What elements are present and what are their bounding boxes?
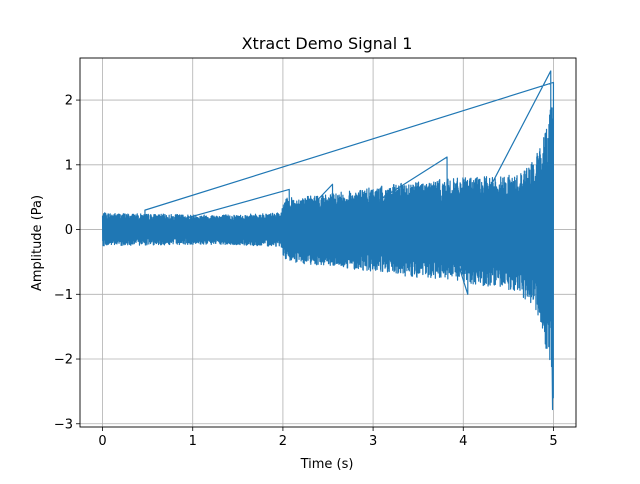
axes-frame	[79, 57, 577, 428]
x-tick-label: 2	[279, 434, 287, 449]
y-tick-label: −3	[54, 417, 73, 432]
y-tick-label: 1	[65, 158, 73, 173]
plot-area	[101, 70, 555, 411]
signal-line	[101, 70, 555, 411]
y-tick-label: −2	[54, 353, 73, 368]
y-tick-label: 2	[65, 94, 73, 109]
x-tick-label: 3	[369, 434, 377, 449]
y-tick-label: 0	[65, 223, 73, 238]
x-tick-label: 4	[459, 434, 467, 449]
y-axis-ticks: −3 −2 −1 0 1 2	[54, 94, 80, 432]
x-tick-label: 0	[98, 434, 106, 449]
x-axis-label: Time (s)	[300, 457, 354, 472]
chart-title: Xtract Demo Signal 1	[242, 34, 413, 53]
x-axis-ticks: 0 1 2 3 4 5	[98, 427, 558, 449]
x-tick-label: 5	[549, 434, 557, 449]
y-axis-label: Amplitude (Pa)	[30, 195, 45, 291]
y-tick-label: −1	[54, 288, 73, 303]
x-tick-label: 1	[189, 434, 197, 449]
